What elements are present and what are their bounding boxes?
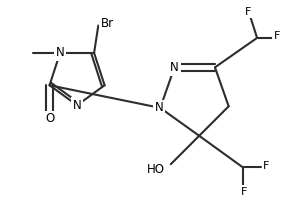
Text: F: F	[274, 31, 280, 41]
Text: N: N	[170, 61, 179, 74]
Text: HO: HO	[147, 163, 165, 176]
Text: F: F	[263, 161, 270, 171]
Text: N: N	[73, 99, 81, 112]
Text: N: N	[155, 101, 164, 114]
Text: O: O	[45, 112, 54, 125]
Text: N: N	[56, 46, 64, 59]
Text: F: F	[244, 7, 251, 17]
Text: F: F	[241, 187, 247, 197]
Text: Br: Br	[101, 17, 114, 30]
